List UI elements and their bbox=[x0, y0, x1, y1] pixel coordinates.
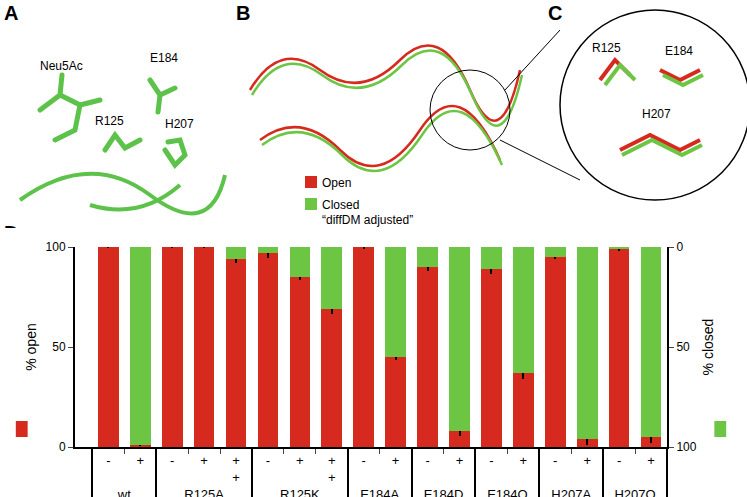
svg-text:+: + bbox=[520, 453, 528, 468]
svg-text:E184: E184 bbox=[665, 44, 693, 58]
svg-text:Closed: Closed bbox=[322, 198, 359, 212]
svg-text:E184A: E184A bbox=[360, 487, 399, 497]
svg-text:R125: R125 bbox=[95, 114, 124, 128]
svg-text:++: ++ bbox=[328, 453, 336, 485]
svg-text:-: - bbox=[553, 453, 557, 468]
svg-text:-: - bbox=[362, 453, 366, 468]
svg-text:+: + bbox=[583, 453, 591, 468]
svg-text:R125K: R125K bbox=[280, 487, 320, 497]
svg-text:-: - bbox=[266, 453, 270, 468]
svg-text:+: + bbox=[647, 453, 655, 468]
svg-text:H207: H207 bbox=[642, 107, 671, 121]
svg-text:100: 100 bbox=[46, 240, 66, 254]
svg-text:% open: % open bbox=[23, 323, 39, 370]
svg-text:-: - bbox=[170, 453, 174, 468]
svg-text:+: + bbox=[200, 453, 208, 468]
svg-text:R125A: R125A bbox=[184, 487, 224, 497]
svg-text:Open: Open bbox=[322, 176, 351, 190]
svg-text:H207Q: H207Q bbox=[614, 487, 655, 497]
svg-text:E184D: E184D bbox=[424, 487, 464, 497]
svg-text:E184Q: E184Q bbox=[487, 487, 527, 497]
svg-text:0: 0 bbox=[59, 440, 66, 454]
svg-text:100: 100 bbox=[676, 440, 696, 454]
svg-text:50: 50 bbox=[52, 340, 66, 354]
svg-text:50: 50 bbox=[676, 340, 690, 354]
svg-text:-: - bbox=[425, 453, 429, 468]
html-text:D: D bbox=[4, 222, 19, 244]
svg-text:+: + bbox=[392, 453, 400, 468]
svg-text:R125: R125 bbox=[592, 41, 621, 55]
svg-text:H207A: H207A bbox=[551, 487, 591, 497]
svg-text:Neu5Ac: Neu5Ac bbox=[40, 59, 83, 73]
svg-text:0: 0 bbox=[676, 240, 683, 254]
svg-text:E184: E184 bbox=[150, 51, 178, 65]
svg-text:+: + bbox=[456, 453, 464, 468]
svg-text:A: A bbox=[4, 2, 18, 24]
svg-text:++: ++ bbox=[232, 453, 240, 485]
svg-text:-: - bbox=[617, 453, 621, 468]
svg-text:wt: wt bbox=[117, 487, 131, 497]
svg-text:C: C bbox=[548, 2, 562, 24]
svg-text:+: + bbox=[136, 453, 144, 468]
svg-text:“diffDM adjusted”: “diffDM adjusted” bbox=[322, 213, 413, 227]
svg-text:% closed: % closed bbox=[700, 319, 716, 376]
svg-text:H207: H207 bbox=[165, 117, 194, 131]
svg-text:-: - bbox=[106, 453, 110, 468]
svg-text:-: - bbox=[489, 453, 493, 468]
svg-text:B: B bbox=[236, 2, 250, 24]
svg-text:+: + bbox=[296, 453, 304, 468]
